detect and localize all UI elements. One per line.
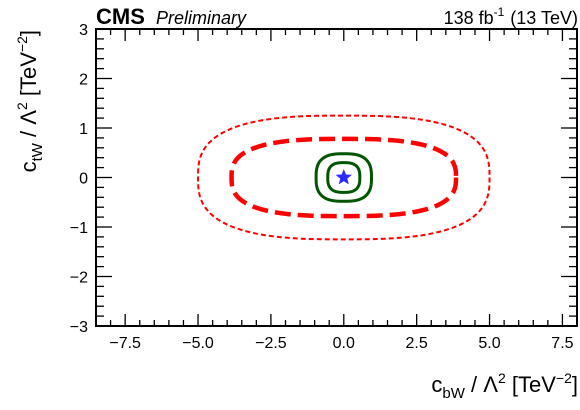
x-axis-title: cbW / Λ2 [TeV−2] — [431, 370, 578, 402]
x-tick-label: 2.5 — [406, 335, 428, 352]
x-tick-label: −5.0 — [182, 335, 214, 352]
y-title-unit-sup: −2 — [14, 36, 30, 52]
x-title-sub: bW — [442, 385, 465, 402]
contour-dashed-1 — [229, 136, 459, 219]
luminosity-value: 138 fb — [444, 8, 494, 28]
contours-group — [197, 114, 491, 241]
y-title-sup: 2 — [14, 102, 30, 110]
y-tick-label: 3 — [79, 22, 88, 39]
x-title-mid: / Λ — [465, 372, 498, 397]
y-tick-label: 2 — [79, 72, 88, 89]
y-ticks-group: −3 −2 −1 0 1 2 3 — [70, 22, 577, 336]
y-axis-title: ctW / Λ2 [TeV−2] — [14, 30, 46, 172]
experiment-label: CMS — [96, 4, 145, 29]
x-title-sup: 2 — [498, 370, 506, 386]
contour-solid-3 — [326, 161, 362, 194]
x-tick-label: 5.0 — [478, 335, 500, 352]
marker-group — [335, 168, 353, 185]
preliminary-label: Preliminary — [156, 8, 247, 28]
contour-dotted-0 — [197, 114, 491, 241]
x-title-unit-close: ] — [572, 372, 578, 397]
x-title-unit-sup: −2 — [556, 370, 572, 386]
y-tick-label: −2 — [70, 270, 88, 287]
x-ticks-group: −7.5 −5.0 −2.5 0.0 2.5 5.0 7.5 — [109, 29, 578, 352]
luminosity-unit-exponent: -1 — [494, 5, 505, 19]
y-title-unit-close: ] — [16, 30, 41, 36]
contour-solid-2 — [314, 152, 373, 203]
y-tick-label: 0 — [79, 171, 88, 188]
x-tick-label: −7.5 — [109, 335, 141, 352]
y-title-mid: / Λ — [16, 110, 41, 143]
x-title-unit: [TeV — [506, 372, 556, 397]
x-tick-label: 0.0 — [333, 335, 355, 352]
x-tick-label: −2.5 — [255, 335, 287, 352]
x-tick-label: 7.5 — [551, 335, 573, 352]
y-title-var: c — [16, 161, 41, 172]
best-fit-star-marker — [335, 168, 353, 185]
y-title-sub: tW — [29, 142, 46, 161]
y-tick-label: −3 — [70, 319, 88, 336]
y-title-unit: [TeV — [16, 52, 41, 102]
plot-frame — [95, 28, 578, 327]
y-tick-label: −1 — [70, 220, 88, 237]
luminosity-label: 138 fb-1 (13 TeV) — [444, 5, 578, 28]
energy-label: (13 TeV) — [510, 8, 578, 28]
y-tick-label: 1 — [79, 121, 88, 138]
x-title-var: c — [431, 372, 442, 397]
